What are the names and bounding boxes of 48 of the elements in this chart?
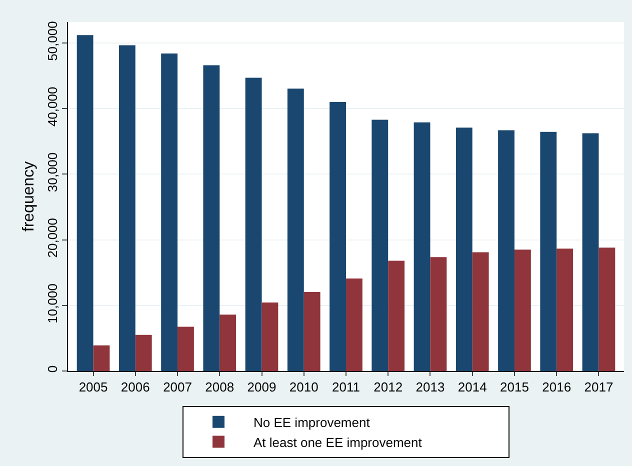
x-tick-label: 2005 xyxy=(78,380,108,395)
x-tick-label: 2013 xyxy=(416,380,445,395)
bar xyxy=(498,130,514,371)
bar xyxy=(304,292,320,371)
legend-label: At least one EE improvement xyxy=(254,434,422,450)
y-tick-label: 50,000 xyxy=(44,21,60,61)
bar xyxy=(346,278,362,371)
x-tick-label: 2012 xyxy=(374,380,403,395)
bar xyxy=(514,250,531,371)
bar xyxy=(118,45,136,371)
bar xyxy=(76,35,94,371)
x-tick-label: 2009 xyxy=(247,380,276,395)
bar xyxy=(161,53,178,371)
bar xyxy=(178,326,194,371)
bar xyxy=(135,334,152,371)
x-tick-label: 2010 xyxy=(289,380,318,395)
x-tick-label: 2017 xyxy=(584,380,614,395)
x-tick-label: 2014 xyxy=(458,380,487,395)
bar xyxy=(556,248,574,371)
bar xyxy=(582,133,599,371)
x-tick-label: 2015 xyxy=(500,380,529,395)
bar xyxy=(220,314,236,371)
legend-label: No EE improvement xyxy=(254,414,370,430)
bar xyxy=(430,257,447,371)
bar xyxy=(287,88,304,371)
bar xyxy=(262,302,278,371)
y-tick-label: 20,000 xyxy=(44,218,60,258)
x-tick-label: 2007 xyxy=(163,380,192,395)
y-axis-title: frequency xyxy=(20,161,38,232)
y-tick-label: 40,000 xyxy=(44,86,60,127)
x-tick-label: 2016 xyxy=(542,380,572,395)
bar xyxy=(330,102,346,371)
y-tick-label: 0 xyxy=(44,365,60,373)
x-tick-label: 2008 xyxy=(205,380,234,395)
bar xyxy=(203,65,220,371)
y-tick-label: 30,000 xyxy=(44,152,60,192)
bar xyxy=(93,345,110,371)
x-tick-label: 2006 xyxy=(120,380,150,395)
y-tick-label: 10,000 xyxy=(44,284,60,324)
bar xyxy=(372,120,388,371)
bar xyxy=(245,78,262,371)
bar xyxy=(540,132,557,371)
bar xyxy=(598,248,616,371)
bar xyxy=(472,252,489,371)
bar xyxy=(456,128,472,371)
bar xyxy=(414,122,430,371)
bar xyxy=(388,260,405,371)
x-tick-label: 2011 xyxy=(332,380,360,395)
